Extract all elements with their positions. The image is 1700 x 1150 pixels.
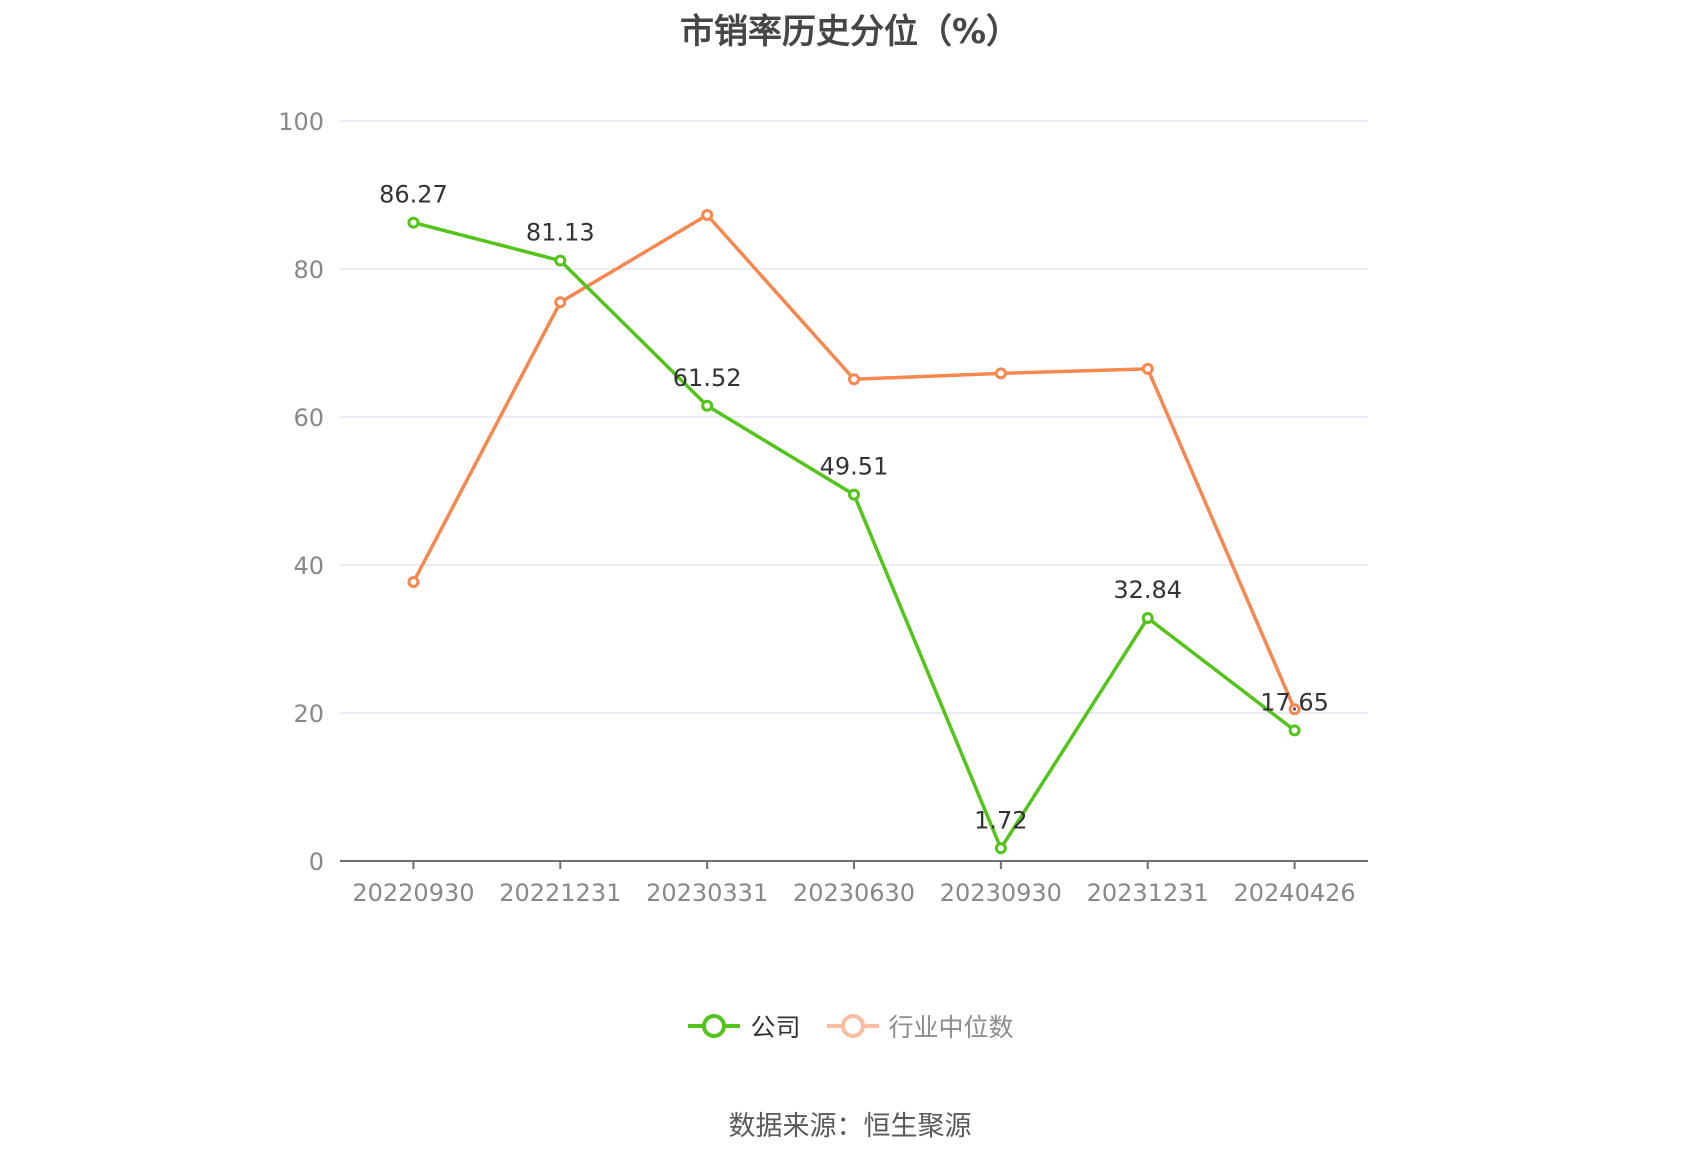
y-tick-label-80: 80 [293,256,324,284]
x-tick-label-20240426: 20240426 [1233,879,1355,907]
series-lines [411,213,1297,851]
legend-company-label: 公司 [750,1013,801,1042]
axes: 0 20 40 60 80 100 20220930 20221231 20230331 2023… [278,108,1368,907]
x-tick-label-20221231: 20221231 [499,879,621,907]
y-tick-label-20: 20 [293,700,324,728]
legend-industry-label: 行业中位数 [888,1013,1014,1042]
data-point-company-20231231 [1141,611,1154,624]
data-point-industry-20221231 [554,296,567,309]
data-label-company-20220930: 86.27 [379,181,448,209]
data-label-company-20231231: 32.84 [1113,576,1182,604]
data-label-company-20230331: 61.52 [673,364,742,392]
grid-lines [340,120,1368,714]
data-labels: 86.27 81.13 61.52 49.51 1.72 32.84 17.65 [379,181,1329,835]
x-tick-label-20230331: 20230331 [646,879,768,907]
data-point-industry-20230630 [848,373,860,386]
data-label-company-20221231: 81.13 [526,219,595,247]
legend: 公司 行业中位数 [0,1008,1700,1044]
series-line-company [411,220,1297,851]
data-point-industry-20230331 [701,208,714,221]
x-tick-label-20220930: 20220930 [352,879,474,907]
x-tick-label-20231231: 20231231 [1087,879,1209,907]
data-point-company-20221231 [554,254,567,267]
y-tick-label-60: 60 [293,404,324,432]
data-point-company-20230930 [994,842,1007,855]
data-point-company-20220930 [407,216,420,229]
y-tick-label-100: 100 [278,108,324,136]
source-note: 数据来源：恒生聚源 [728,1111,972,1142]
legend-industry-marker-icon [826,1014,879,1038]
x-tick-label-20230930: 20230930 [940,879,1062,907]
data-label-company-20230930: 1.72 [974,806,1027,834]
y-tick-label-0: 0 [309,848,324,876]
data-point-industry-20230930 [994,367,1007,380]
data-point-company-20240426 [1288,724,1301,737]
data-label-company-20240426: 17.65 [1260,688,1329,716]
legend-item-industry-median[interactable]: 行业中位数 [825,1008,1014,1044]
chart-title: 市销率历史分位（%） [679,12,1021,52]
legend-item-company[interactable]: 公司 [686,1008,801,1044]
data-points [407,208,1301,855]
y-tick-label-40: 40 [293,552,324,580]
data-point-company-20230630 [848,488,860,501]
data-point-industry-20220930 [407,576,420,589]
data-point-company-20230331 [701,399,714,412]
x-tick-label-20230630: 20230630 [793,879,915,907]
data-point-industry-20240426 [1288,703,1301,716]
data-label-company-20230630: 49.51 [820,453,889,481]
legend-company-marker-icon [688,1014,741,1038]
data-point-industry-20231231 [1141,362,1154,375]
